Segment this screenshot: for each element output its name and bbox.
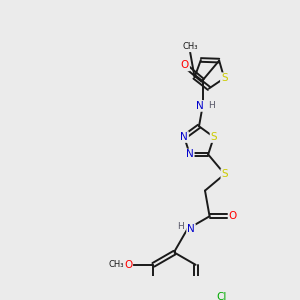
Text: N: N [180,132,188,142]
Text: S: S [221,169,228,179]
Text: CH₃: CH₃ [182,42,198,51]
Text: H: H [208,101,215,110]
Text: N: N [186,149,194,160]
Text: O: O [181,60,189,70]
Text: H: H [178,222,184,231]
Text: S: S [211,132,217,142]
Text: N: N [187,224,195,234]
Text: S: S [221,73,227,83]
Text: N: N [196,101,204,111]
Text: O: O [229,211,237,221]
Text: Cl: Cl [217,292,227,300]
Text: O: O [124,260,132,270]
Text: CH₃: CH₃ [109,260,124,269]
